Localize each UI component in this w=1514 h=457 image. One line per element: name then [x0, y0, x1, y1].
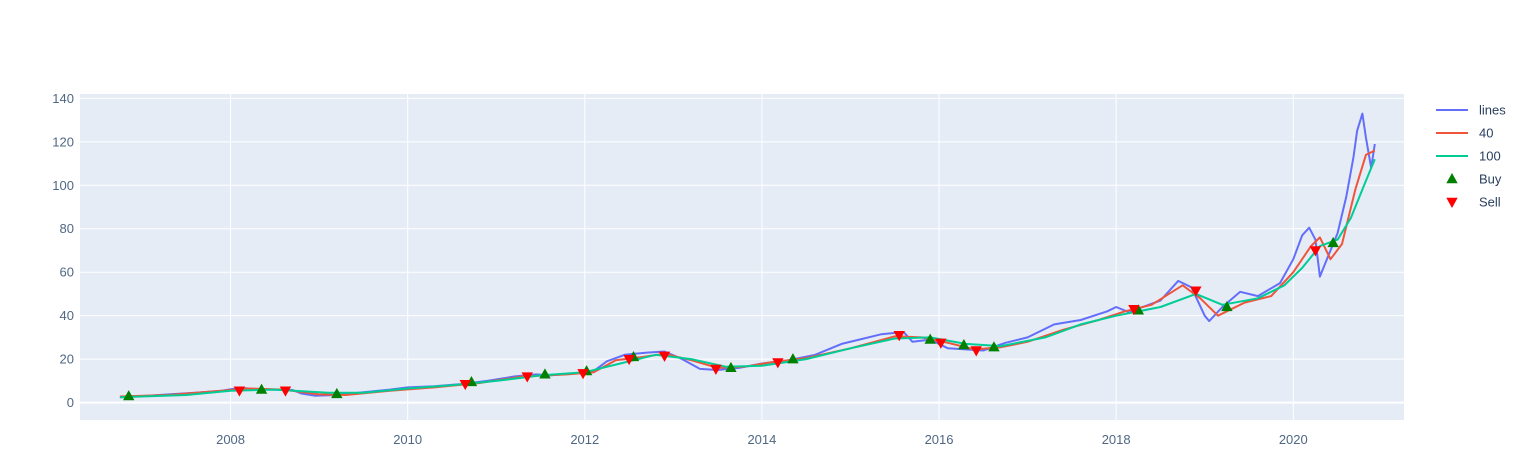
sell-marker [1190, 286, 1202, 297]
legend-label: Buy [1479, 172, 1502, 187]
y-tick-label: 120 [52, 134, 74, 149]
sell-marker [1128, 304, 1140, 316]
plot-area [80, 94, 1404, 420]
sell-marker [772, 358, 784, 369]
x-tick-label: 2010 [393, 432, 422, 447]
sell-marker [1309, 246, 1322, 257]
marker-layer [123, 236, 1339, 401]
buy-marker [331, 387, 343, 399]
y-tick-label: 140 [52, 91, 74, 106]
legend-item-lines[interactable]: lines [1436, 103, 1506, 118]
sell-marker [658, 351, 671, 362]
x-tick-label: 2012 [570, 432, 599, 447]
y-tick-label: 80 [60, 221, 74, 236]
sell-marker [577, 369, 589, 380]
buy-marker [123, 390, 135, 401]
buy-marker [958, 339, 970, 350]
sell-marker [893, 331, 905, 342]
sell-marker [970, 346, 982, 357]
buy-marker [255, 383, 268, 394]
sell-marker [233, 386, 246, 397]
y-tick-label: 60 [60, 265, 74, 280]
grid [80, 94, 1404, 420]
x-tick-label: 2008 [216, 432, 245, 447]
sell-marker [521, 372, 533, 383]
buy-marker [988, 341, 1000, 352]
legend-item-100[interactable]: 100 [1436, 149, 1501, 164]
buy-marker [1327, 236, 1339, 248]
y-tick-label: 0 [67, 395, 74, 410]
legend[interactable]: lines 40 100 Buy Sell [1436, 103, 1506, 210]
legend-label: Sell [1479, 195, 1501, 210]
y-tick-label: 20 [60, 352, 74, 367]
x-tick-label: 2016 [925, 432, 954, 447]
legend-item-buy[interactable]: Buy [1446, 172, 1502, 187]
y-tick-label: 100 [52, 178, 74, 193]
legend-swatch [1446, 173, 1458, 184]
legend-label: 100 [1479, 149, 1501, 164]
buy-marker [1221, 300, 1233, 312]
x-tick-label: 2018 [1102, 432, 1131, 447]
legend-item-40[interactable]: 40 [1436, 126, 1493, 141]
sell-marker [935, 338, 947, 349]
legend-swatch [1446, 197, 1458, 208]
x-axis: 2008 2010 2012 2014 2016 2018 2020 [216, 432, 1308, 447]
buy-marker [924, 333, 936, 344]
buy-marker [539, 368, 551, 379]
sell-marker [623, 354, 635, 366]
legend-item-sell[interactable]: Sell [1446, 195, 1501, 210]
y-tick-label: 40 [60, 308, 74, 323]
sell-marker [459, 379, 471, 391]
x-tick-label: 2014 [747, 432, 776, 447]
buy-marker [787, 353, 799, 364]
buy-marker [725, 361, 737, 373]
legend-label: lines [1479, 103, 1506, 118]
y-axis: 0 20 40 60 80 100 120 140 [52, 91, 74, 410]
legend-label: 40 [1479, 126, 1493, 141]
sell-marker [279, 386, 292, 397]
series-layer [119, 112, 1376, 399]
sell-marker [710, 364, 722, 375]
x-tick-label: 2020 [1279, 432, 1308, 447]
series-line-100 [119, 158, 1376, 399]
